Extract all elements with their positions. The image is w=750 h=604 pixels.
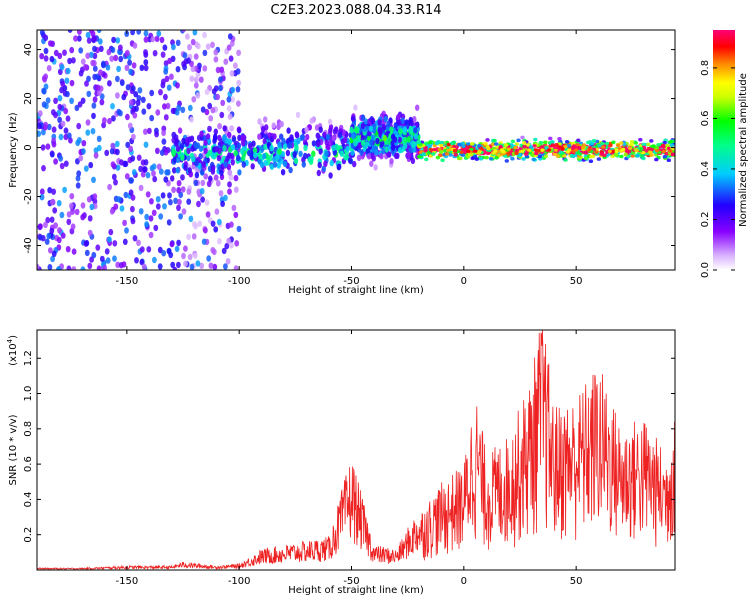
snr-panel: -150 -100 -50 0 50 0.2 0.4 0.6 0.8 1.0 1.2 Height… <box>6 329 676 596</box>
y-tick-label: 0.4 <box>23 491 34 507</box>
snr-scale-label: (x104) <box>6 335 19 366</box>
y-tick-label: -40 <box>23 237 34 253</box>
colorbar-gradient <box>713 30 735 270</box>
snr-line <box>37 330 675 570</box>
y-tick-label: 1.0 <box>23 386 34 402</box>
spectrogram-x-ticks: -150 -100 -50 0 50 <box>116 30 583 287</box>
colorbar-tick-label: 0.0 <box>700 262 711 278</box>
y-tick-label: 1.2 <box>23 350 34 366</box>
x-tick-label: 50 <box>570 576 583 587</box>
spectrogram-panel: -150 -100 -50 0 50 -40 -20 0 20 40 Height of str… <box>8 29 676 296</box>
spectrogram-y-label: Frequency (Hz) <box>8 112 19 188</box>
x-tick-label: -50 <box>343 576 359 587</box>
y-tick-label: 0 <box>23 144 34 150</box>
svg-text:(x104): (x104) <box>6 335 19 366</box>
y-tick-label: 0.8 <box>23 421 34 437</box>
x-tick-label: -50 <box>343 276 359 287</box>
x-tick-label: -100 <box>228 276 251 287</box>
spectrogram-heatmap <box>37 30 675 270</box>
y-tick-label: 20 <box>23 92 34 105</box>
snr-scale-exponent: 4 <box>6 338 14 343</box>
colorbar: 0.0 0.2 0.4 0.6 0.8 Normalized spectral ampl… <box>700 30 749 278</box>
snr-x-ticks: -150 -100 -50 0 50 <box>116 330 583 587</box>
spectrogram-y-ticks: -40 -20 0 20 40 <box>23 43 675 254</box>
y-tick-label: -20 <box>23 188 34 204</box>
snr-frame <box>36 329 676 571</box>
snr-line-series <box>37 330 675 570</box>
colorbar-tick-label: 0.2 <box>700 212 711 228</box>
snr-scale-prefix: (x10 <box>8 343 19 366</box>
spectrogram-frame <box>36 29 676 271</box>
x-tick-label: 50 <box>570 276 583 287</box>
x-tick-label: -150 <box>116 576 139 587</box>
snr-y-label: SNR (10 * v/v) <box>8 414 19 485</box>
snr-y-ticks: 0.2 0.4 0.6 0.8 1.0 1.2 <box>23 350 675 543</box>
x-tick-label: -150 <box>116 276 139 287</box>
colorbar-ticks: 0.0 0.2 0.4 0.6 0.8 <box>700 60 735 278</box>
colorbar-label: Normalized spectral amplitude <box>738 73 749 227</box>
snr-x-label: Height of straight line (km) <box>288 585 424 596</box>
colorbar-tick-label: 0.6 <box>700 110 711 126</box>
colorbar-tick-label: 0.4 <box>700 161 711 177</box>
spectrogram-x-label: Height of straight line (km) <box>288 285 424 296</box>
y-tick-label: 0.6 <box>23 456 34 472</box>
colorbar-tick-label: 0.8 <box>700 60 711 76</box>
y-tick-label: 40 <box>23 43 34 56</box>
y-tick-label: 0.2 <box>23 527 34 543</box>
figure-title: C2E3.2023.088.04.33.R14 <box>270 3 441 18</box>
x-tick-label: 0 <box>461 576 467 587</box>
x-tick-label: 0 <box>461 276 467 287</box>
x-tick-label: -100 <box>228 576 251 587</box>
